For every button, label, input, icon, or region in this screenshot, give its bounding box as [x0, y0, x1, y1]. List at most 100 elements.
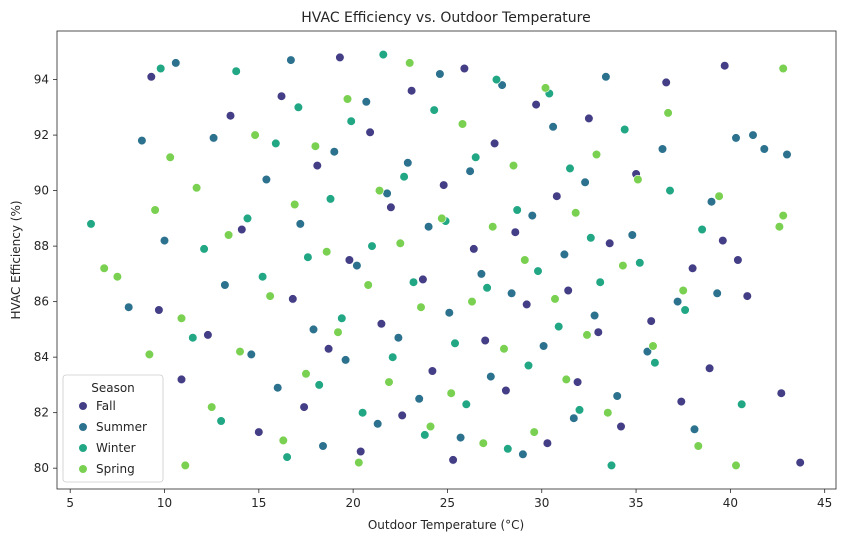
data-point: [242, 213, 253, 223]
data-point: [310, 141, 321, 151]
data-point: [503, 444, 513, 454]
data-point: [663, 108, 673, 118]
data-point: [476, 269, 487, 279]
x-tick-label: 5: [66, 496, 74, 510]
y-tick-label: 84: [34, 350, 49, 364]
data-point: [712, 288, 722, 298]
data-point: [429, 105, 439, 115]
data-point: [697, 224, 707, 235]
data-point: [737, 399, 747, 409]
data-point: [552, 191, 562, 201]
data-point: [518, 449, 528, 459]
y-axis-label: HVAC Efficiency (%): [9, 200, 23, 319]
data-point: [150, 205, 160, 215]
data-point: [414, 394, 424, 404]
legend-entries: Fall Summer Winter Spring: [78, 399, 147, 476]
data-point: [488, 222, 498, 232]
data-point: [354, 458, 364, 468]
data-point: [405, 58, 415, 68]
data-point: [386, 202, 396, 212]
data-point: [358, 408, 368, 418]
data-point: [678, 285, 688, 296]
chart-title: HVAC Efficiency vs. Outdoor Temperature: [301, 10, 590, 26]
data-point: [374, 186, 385, 196]
data-point: [580, 177, 590, 187]
data-point: [352, 261, 362, 271]
data-point: [356, 446, 366, 457]
data-point: [548, 122, 558, 132]
data-point: [209, 133, 219, 143]
data-point: [561, 374, 571, 385]
data-point: [188, 333, 198, 343]
data-point: [290, 199, 300, 210]
data-point: [554, 322, 564, 332]
data-point: [501, 385, 511, 396]
data-point: [693, 441, 703, 451]
data-point: [427, 366, 438, 376]
data-point: [301, 369, 311, 379]
data-point: [439, 180, 449, 190]
data-point: [731, 133, 741, 143]
data-point: [778, 211, 788, 221]
data-point: [159, 236, 170, 246]
data-point: [146, 72, 156, 82]
data-point: [550, 294, 560, 304]
data-point: [731, 460, 741, 471]
data-point: [86, 219, 96, 229]
y-axis: 80 82 84 86 88 90 92 94: [34, 73, 57, 475]
data-point: [171, 58, 181, 68]
data-point: [329, 147, 339, 157]
data-point: [395, 238, 405, 248]
data-point: [508, 161, 519, 171]
data-point: [778, 63, 788, 74]
data-point: [282, 452, 292, 462]
data-point: [303, 252, 313, 262]
data-point: [337, 313, 347, 323]
data-point: [672, 297, 683, 307]
plot-frame: [56, 30, 837, 490]
data-point: [444, 308, 454, 318]
data-point: [176, 374, 187, 385]
data-point: [646, 316, 656, 326]
data-point: [308, 324, 319, 335]
data-point: [595, 277, 605, 287]
data-point: [165, 152, 175, 162]
data-point: [574, 405, 585, 415]
data-point: [559, 249, 570, 259]
data-point: [471, 152, 481, 162]
series-spring: [99, 58, 788, 471]
data-point: [322, 247, 332, 257]
data-point: [424, 222, 434, 232]
data-point: [137, 136, 147, 146]
data-point: [523, 360, 534, 371]
data-point: [490, 138, 500, 148]
data-point: [225, 111, 236, 121]
data-point: [156, 63, 166, 74]
data-point: [661, 77, 671, 87]
data-point: [365, 127, 375, 137]
data-point: [563, 285, 573, 296]
data-point: [538, 341, 549, 351]
legend: Season Fall Summer Winter Spring: [62, 374, 164, 483]
data-point: [403, 158, 413, 168]
data-point: [593, 327, 603, 337]
data-point: [733, 255, 743, 265]
data-point: [278, 435, 288, 446]
series-summer: [124, 55, 792, 459]
data-point: [235, 347, 245, 357]
data-point: [246, 349, 256, 360]
data-point: [612, 391, 622, 401]
data-point: [582, 330, 592, 340]
y-tick-label: 88: [34, 239, 49, 253]
data-point: [795, 458, 805, 468]
data-point: [286, 55, 296, 65]
data-point: [459, 63, 470, 74]
data-point: [687, 263, 698, 273]
y-tick-label: 94: [34, 73, 49, 87]
data-point: [657, 144, 668, 154]
data-point: [335, 52, 345, 63]
data-point: [467, 297, 477, 307]
data-point: [642, 347, 653, 357]
data-point: [450, 338, 460, 348]
legend-marker: [78, 443, 88, 453]
